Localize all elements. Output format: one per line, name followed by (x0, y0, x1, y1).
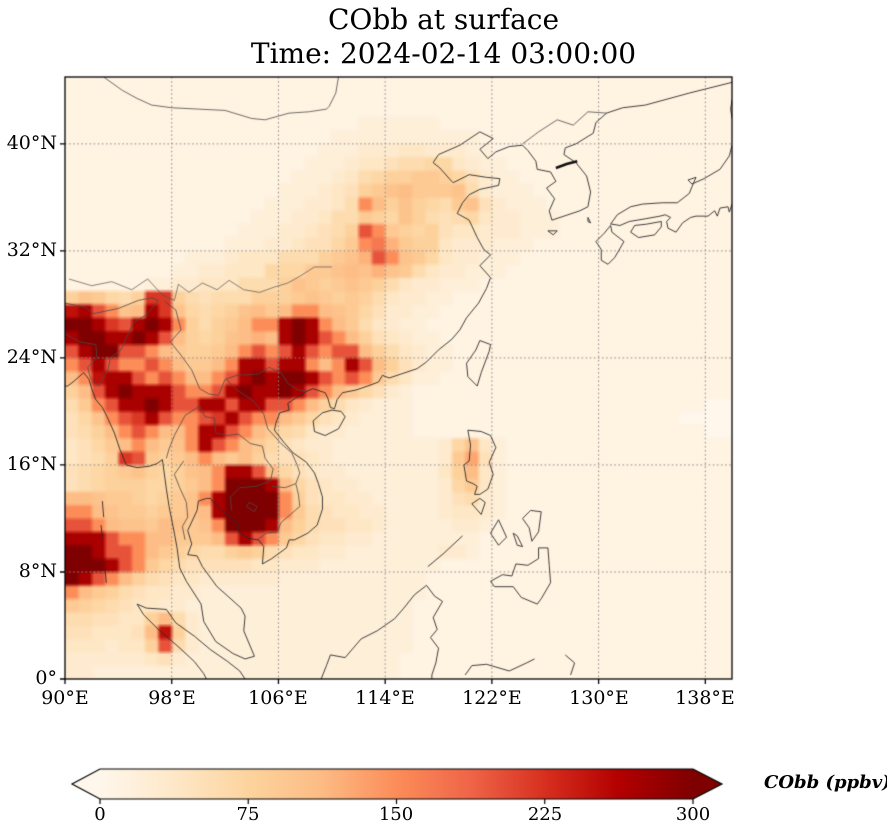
colorbar-tick-label: 150 (378, 804, 414, 825)
x-tick-label: 114°E (355, 687, 415, 709)
colorbar-tick-label: 0 (94, 804, 106, 825)
colorbar-tick-label: 300 (675, 804, 711, 825)
colorbar-tick-label: 75 (236, 804, 260, 825)
y-tick-label: 8°N (18, 560, 57, 582)
y-tick-label: 24°N (6, 346, 57, 368)
x-tick-label: 138°E (675, 687, 735, 709)
x-tick-label: 90°E (41, 687, 89, 709)
x-tick-label: 106°E (248, 687, 308, 709)
y-tick-label: 0° (35, 667, 57, 689)
colorbar-tick-label: 225 (527, 804, 563, 825)
y-tick-label: 40°N (6, 132, 57, 154)
x-tick-label: 130°E (569, 687, 629, 709)
y-tick-label: 32°N (6, 239, 57, 261)
x-tick-label: 122°E (462, 687, 522, 709)
plot-title-line2: Time: 2024-02-14 03:00:00 (250, 37, 637, 70)
plot-title-line1: CObb at surface (327, 3, 560, 36)
x-tick-label: 98°E (148, 687, 196, 709)
y-tick-label: 16°N (6, 453, 57, 475)
colorbar-label: CObb (ppbv) (764, 772, 887, 793)
